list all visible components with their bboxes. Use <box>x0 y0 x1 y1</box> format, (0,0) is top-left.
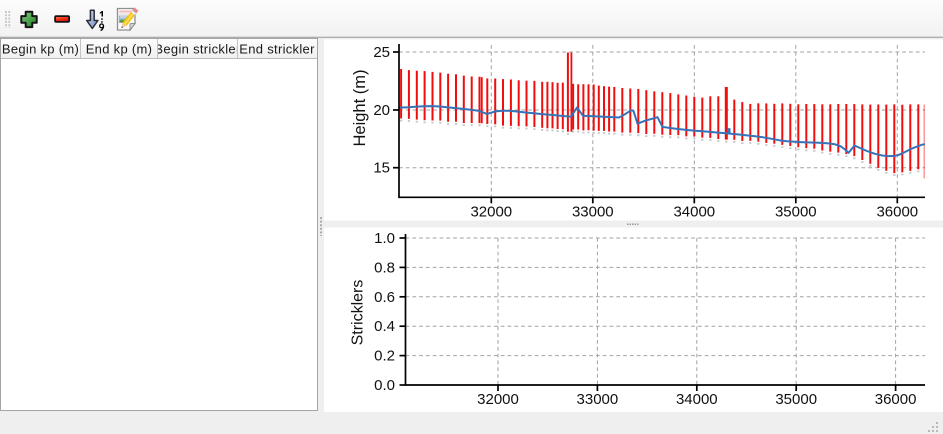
svg-text:Stricklers: Stricklers <box>350 280 367 346</box>
svg-text:0.6: 0.6 <box>374 289 395 306</box>
svg-text:0.4: 0.4 <box>374 318 395 335</box>
svg-text:36000: 36000 <box>876 204 918 221</box>
svg-text:15: 15 <box>373 160 390 177</box>
svg-text:0.2: 0.2 <box>374 348 395 365</box>
svg-text:33000: 33000 <box>572 204 614 221</box>
svg-text:35000: 35000 <box>775 391 817 408</box>
svg-text:Height (m): Height (m) <box>351 69 369 146</box>
svg-text:33000: 33000 <box>577 391 619 408</box>
svg-text:0.8: 0.8 <box>374 259 395 276</box>
svg-text:34000: 34000 <box>676 391 718 408</box>
svg-text:0.0: 0.0 <box>374 377 395 394</box>
svg-text:32000: 32000 <box>470 204 512 221</box>
svg-text:1.0: 1.0 <box>374 230 395 247</box>
svg-text:20: 20 <box>373 102 390 119</box>
svg-text:36000: 36000 <box>875 391 917 408</box>
svg-text:25: 25 <box>373 44 390 61</box>
svg-text:35000: 35000 <box>775 204 817 221</box>
svg-text:32000: 32000 <box>477 391 519 408</box>
svg-text:34000: 34000 <box>673 204 715 221</box>
